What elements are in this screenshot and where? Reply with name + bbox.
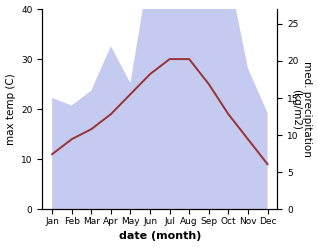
Y-axis label: max temp (C): max temp (C) <box>5 73 16 145</box>
Y-axis label: med. precipitation
(kg/m2): med. precipitation (kg/m2) <box>291 61 313 157</box>
X-axis label: date (month): date (month) <box>119 231 201 242</box>
